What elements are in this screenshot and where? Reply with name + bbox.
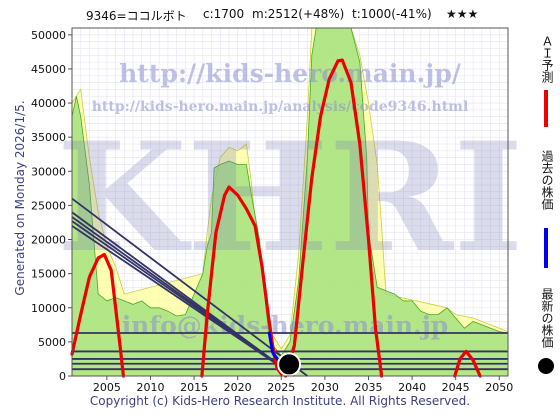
latest-price-marker bbox=[277, 352, 302, 377]
x-tick-label: 2015 bbox=[180, 381, 208, 394]
trend-line bbox=[71, 225, 295, 377]
x-tick-label: 2030 bbox=[311, 381, 339, 394]
plot-frame bbox=[71, 27, 509, 377]
x-tick-label: 2050 bbox=[485, 381, 513, 394]
x-tick-label: 2045 bbox=[442, 381, 470, 394]
watermark-url-big: http://kids-hero.main.jp/ bbox=[119, 59, 462, 88]
green-range-area bbox=[71, 27, 509, 377]
x-tick-label: 2025 bbox=[267, 381, 295, 394]
watermark-email: info@kids-hero.main.jp bbox=[122, 311, 449, 340]
stock-code-name: 9346=ココルボト bbox=[86, 9, 187, 23]
x-tick-label: 2040 bbox=[398, 381, 426, 394]
y-tick-label: 45000 bbox=[31, 63, 66, 76]
legend-past-price-label: 過去の株価 bbox=[540, 150, 554, 210]
ai-forecast-segment bbox=[453, 349, 482, 378]
watermarks: http://kids-hero.main.jp/ http://kids-he… bbox=[57, 59, 524, 340]
y-tick-label: 10000 bbox=[31, 302, 66, 315]
x-axis-ticks: 2005 2010 2015 2020 2025 2030 2035 2040 2045 2050 bbox=[93, 376, 513, 394]
generated-date: Generated on Monday 2026/1/5. bbox=[13, 100, 27, 295]
ai-forecast-segment bbox=[284, 58, 384, 378]
y-tick-label: 30000 bbox=[31, 165, 66, 178]
trend-lines bbox=[71, 197, 308, 377]
x-tick-label: 2020 bbox=[224, 381, 252, 394]
watermark-logo: KHRI bbox=[57, 110, 524, 286]
y-tick-label: 35000 bbox=[31, 131, 66, 144]
y-tick-label: 5000 bbox=[38, 336, 66, 349]
y-tick-label: 40000 bbox=[31, 97, 66, 110]
y-axis-ticks: 0 5000 10000 15000 20000 25000 30000 35000 40000… bbox=[31, 29, 72, 383]
legend-latest-price-marker bbox=[538, 358, 554, 374]
max-forecast: m:2512(+48%) bbox=[252, 7, 345, 21]
x-tick-label: 2010 bbox=[136, 381, 164, 394]
legend: ＡＩ予測 過去の株価 最新の株価 bbox=[538, 35, 554, 374]
target-forecast: t:1000(-41%) bbox=[352, 7, 432, 21]
chart-header: 9346=ココルボト c:1700 m:2512(+48%) t:1000(-4… bbox=[0, 7, 560, 25]
x-tick-label: 2035 bbox=[354, 381, 382, 394]
ai-forecast-segment bbox=[70, 252, 125, 378]
y-tick-label: 50000 bbox=[31, 29, 66, 42]
x-tick-label: 2005 bbox=[93, 381, 121, 394]
y-tick-label: 20000 bbox=[31, 234, 66, 247]
legend-latest-price-label: 最新の株価 bbox=[540, 288, 554, 348]
current-price: c:1700 bbox=[203, 7, 245, 21]
legend-ai-forecast-label: ＡＩ予測 bbox=[540, 35, 554, 84]
y-tick-label: 15000 bbox=[31, 268, 66, 281]
copyright-footer: Copyright (c) Kids-Hero Research Institu… bbox=[89, 394, 471, 408]
rating-stars: ★★★ bbox=[446, 7, 479, 21]
y-tick-label: 0 bbox=[59, 370, 66, 383]
y-tick-label: 25000 bbox=[31, 199, 66, 212]
watermark-url-small: http://kids-hero.main.jp/analysis/code93… bbox=[92, 99, 469, 115]
trend-line bbox=[71, 197, 308, 377]
